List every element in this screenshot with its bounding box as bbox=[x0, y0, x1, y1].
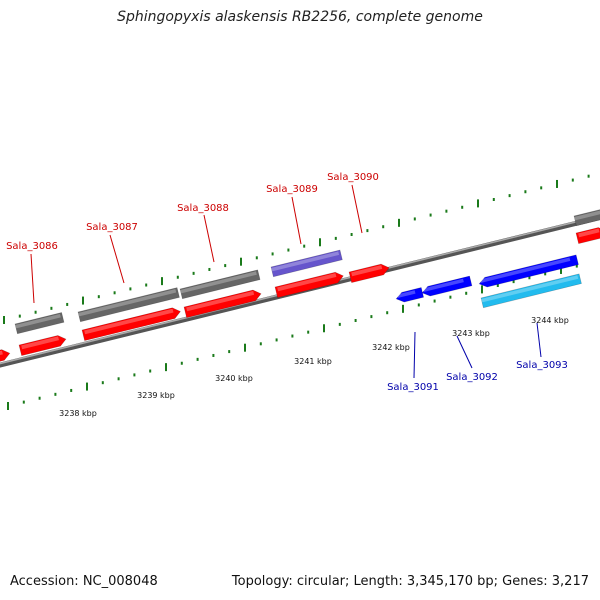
cds-arrow bbox=[575, 227, 600, 245]
gene-features bbox=[0, 208, 600, 364]
tick-rows bbox=[3, 174, 590, 410]
cds-arrow-reverse-shape bbox=[478, 254, 579, 288]
gene-label-leader bbox=[291, 196, 302, 245]
gene-bar-shape bbox=[573, 208, 600, 227]
cds-arrow-reverse bbox=[421, 275, 473, 297]
gene-label: Sala_3093 bbox=[516, 360, 568, 371]
gene-label: Sala_3089 bbox=[266, 184, 318, 195]
gene-label: Sala_3088 bbox=[177, 203, 229, 214]
rna-bar-shine bbox=[481, 275, 579, 303]
gene-label-leader bbox=[30, 253, 35, 304]
cds-arrow-reverse bbox=[478, 254, 579, 288]
gene-labels: Sala_3086 Sala_3087 Sala_3088 Sala_3089 Sala… bbox=[6, 172, 568, 393]
gene-bar-shine bbox=[574, 210, 600, 221]
cds-arrow-reverse-shape bbox=[395, 287, 424, 303]
scale-label: 3242 kbp bbox=[372, 343, 410, 352]
gene-bar-shine bbox=[271, 251, 340, 272]
cds-arrow bbox=[183, 289, 262, 319]
cds-arrow bbox=[18, 335, 67, 357]
cds-arrow-shine bbox=[21, 336, 60, 350]
cds-arrow-shine bbox=[578, 228, 600, 238]
gene-bar bbox=[179, 269, 261, 300]
scale-label: 3238 kbp bbox=[59, 409, 97, 418]
cds-arrow-reverse bbox=[395, 287, 424, 303]
gene-bar-shine bbox=[180, 271, 257, 294]
gene-label-leader bbox=[413, 331, 416, 379]
gene-label: Sala_3091 bbox=[387, 382, 439, 393]
cds-arrow bbox=[348, 263, 390, 284]
scale-label: 3239 kbp bbox=[137, 391, 175, 400]
rna-bar-shape bbox=[480, 273, 582, 309]
cds-arrow-shine bbox=[277, 273, 337, 292]
cds-arrow-shape bbox=[18, 335, 67, 357]
cds-arrow bbox=[0, 349, 11, 364]
gene-label-leader bbox=[203, 214, 215, 263]
gene-bar-shine bbox=[15, 313, 61, 329]
cds-arrow-reverse-shine bbox=[480, 257, 571, 283]
cds-arrow-shine bbox=[186, 291, 255, 312]
gene-bar-shape bbox=[179, 269, 261, 300]
gene-bar bbox=[77, 287, 180, 323]
gene-label: Sala_3087 bbox=[86, 222, 138, 233]
scale-label: 3241 kbp bbox=[294, 357, 332, 366]
gene-label-leader bbox=[456, 335, 473, 369]
rna-bar bbox=[480, 273, 582, 309]
gene-label-leader bbox=[109, 234, 125, 284]
gene-bar-shape bbox=[14, 312, 65, 335]
gene-label: Sala_3090 bbox=[327, 172, 379, 183]
cds-arrow bbox=[81, 307, 181, 342]
cds-arrow-shape bbox=[575, 227, 600, 245]
gene-label-leader bbox=[351, 184, 363, 234]
cds-arrow-shape bbox=[0, 349, 11, 364]
accession-text: Accession: NC_008048 bbox=[10, 574, 158, 589]
gene-label-leader bbox=[536, 322, 542, 358]
gene-bar-shine bbox=[78, 289, 177, 317]
scale-label: 3240 kbp bbox=[215, 374, 253, 383]
topology-text: Topology: circular; Length: 3,345,170 bp… bbox=[231, 574, 589, 589]
gene-bar-shape bbox=[270, 249, 343, 278]
scale-label: 3243 kbp bbox=[452, 329, 490, 338]
gene-label: Sala_3086 bbox=[6, 241, 58, 252]
cds-arrow-shine bbox=[0, 350, 3, 357]
scale-label: 3244 kbp bbox=[531, 316, 569, 325]
gene-bar bbox=[14, 312, 65, 335]
gene-bar-shape bbox=[77, 287, 180, 323]
genome-title: Sphingopyxis alaskensis RB2256, complete… bbox=[117, 9, 483, 25]
scale-labels: 3238 kbp 3239 kbp 3240 kbp 3241 kbp 3242 kbp… bbox=[59, 316, 569, 418]
gene-label: Sala_3092 bbox=[446, 372, 498, 383]
gene-bar bbox=[270, 249, 343, 278]
cds-arrow-shine bbox=[351, 265, 383, 277]
cds-arrow-reverse-shine bbox=[397, 290, 416, 298]
gene-bar bbox=[573, 208, 600, 227]
cds-arrow bbox=[274, 271, 344, 299]
cds-arrow-shape bbox=[183, 289, 262, 319]
cds-arrow-shape bbox=[274, 271, 344, 299]
cds-arrow-reverse-shape bbox=[421, 275, 473, 297]
cds-arrow-shape bbox=[81, 307, 181, 342]
cds-arrow-shine bbox=[84, 308, 174, 335]
cds-arrow-shape bbox=[348, 263, 390, 284]
cds-arrow-reverse-shine bbox=[423, 278, 464, 292]
